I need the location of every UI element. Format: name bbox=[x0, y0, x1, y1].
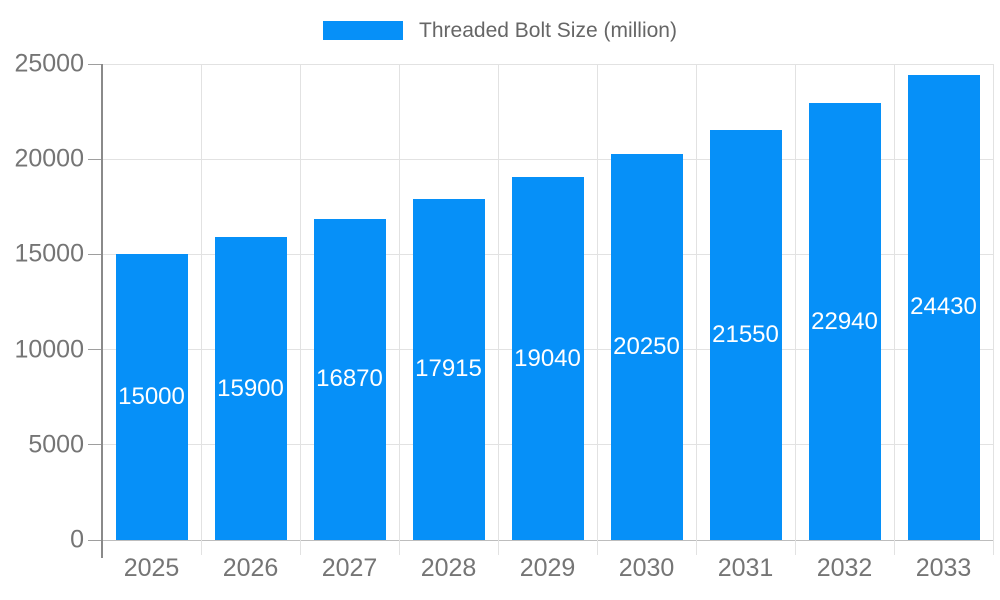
bar-value-label: 19040 bbox=[514, 344, 581, 372]
x-gridline bbox=[992, 64, 994, 555]
bar bbox=[115, 254, 188, 540]
bar-value-label: 22940 bbox=[811, 307, 878, 335]
x-tick-label: 2030 bbox=[618, 554, 675, 582]
y-tick-mark bbox=[88, 158, 102, 160]
x-gridline bbox=[200, 64, 202, 555]
y-gridline bbox=[102, 158, 993, 160]
bar-value-label: 16870 bbox=[316, 365, 383, 393]
chart-legend[interactable]: Threaded Bolt Size (million) bbox=[0, 18, 1000, 43]
bar bbox=[511, 177, 584, 540]
x-tick-label: 2026 bbox=[222, 554, 279, 582]
y-tick-mark bbox=[88, 63, 102, 65]
bar bbox=[808, 103, 881, 540]
y-tick-mark bbox=[88, 539, 102, 541]
bar bbox=[907, 74, 980, 540]
x-tick-label: 2027 bbox=[321, 554, 378, 582]
bar-value-label: 20250 bbox=[613, 333, 680, 361]
x-gridline bbox=[398, 64, 400, 555]
x-tick-label: 2032 bbox=[816, 554, 873, 582]
y-tick-label: 15000 bbox=[14, 239, 84, 268]
x-tick-label: 2033 bbox=[915, 554, 972, 582]
y-tick-label: 25000 bbox=[14, 49, 84, 78]
x-gridline bbox=[497, 64, 499, 555]
y-tick-label: 5000 bbox=[28, 430, 84, 459]
bar-value-label: 15900 bbox=[217, 374, 284, 402]
bar-value-label: 17915 bbox=[415, 355, 482, 383]
x-tick-label: 2025 bbox=[123, 554, 180, 582]
plot-area: 0 5000 10000 15000 20000 25000 15000 2025 15900 2… bbox=[14, 50, 994, 582]
bar-value-label: 21550 bbox=[712, 320, 779, 348]
bar bbox=[214, 237, 287, 540]
y-gridline bbox=[102, 539, 993, 541]
x-gridline bbox=[794, 64, 796, 555]
bar bbox=[610, 154, 683, 540]
x-gridline bbox=[695, 64, 697, 555]
y-axis-line bbox=[101, 64, 103, 558]
y-tick-label: 10000 bbox=[14, 335, 84, 364]
bar-value-label: 15000 bbox=[118, 383, 185, 411]
x-tick-label: 2028 bbox=[420, 554, 477, 582]
bar bbox=[313, 218, 386, 540]
bar bbox=[412, 198, 485, 540]
y-tick-mark bbox=[88, 253, 102, 255]
legend-swatch-icon bbox=[323, 21, 404, 41]
y-tick-mark bbox=[88, 349, 102, 351]
y-tick-mark bbox=[88, 444, 102, 446]
y-tick-label: 0 bbox=[70, 525, 84, 554]
y-tick-label: 20000 bbox=[14, 144, 84, 173]
x-gridline bbox=[893, 64, 895, 555]
x-gridline bbox=[596, 64, 598, 555]
bar-value-label: 24430 bbox=[910, 293, 977, 321]
legend-label: Threaded Bolt Size (million) bbox=[419, 19, 677, 42]
y-gridline bbox=[102, 63, 993, 65]
bar bbox=[709, 129, 782, 540]
x-gridline bbox=[299, 64, 301, 555]
x-tick-label: 2029 bbox=[519, 554, 576, 582]
x-tick-label: 2031 bbox=[717, 554, 774, 582]
